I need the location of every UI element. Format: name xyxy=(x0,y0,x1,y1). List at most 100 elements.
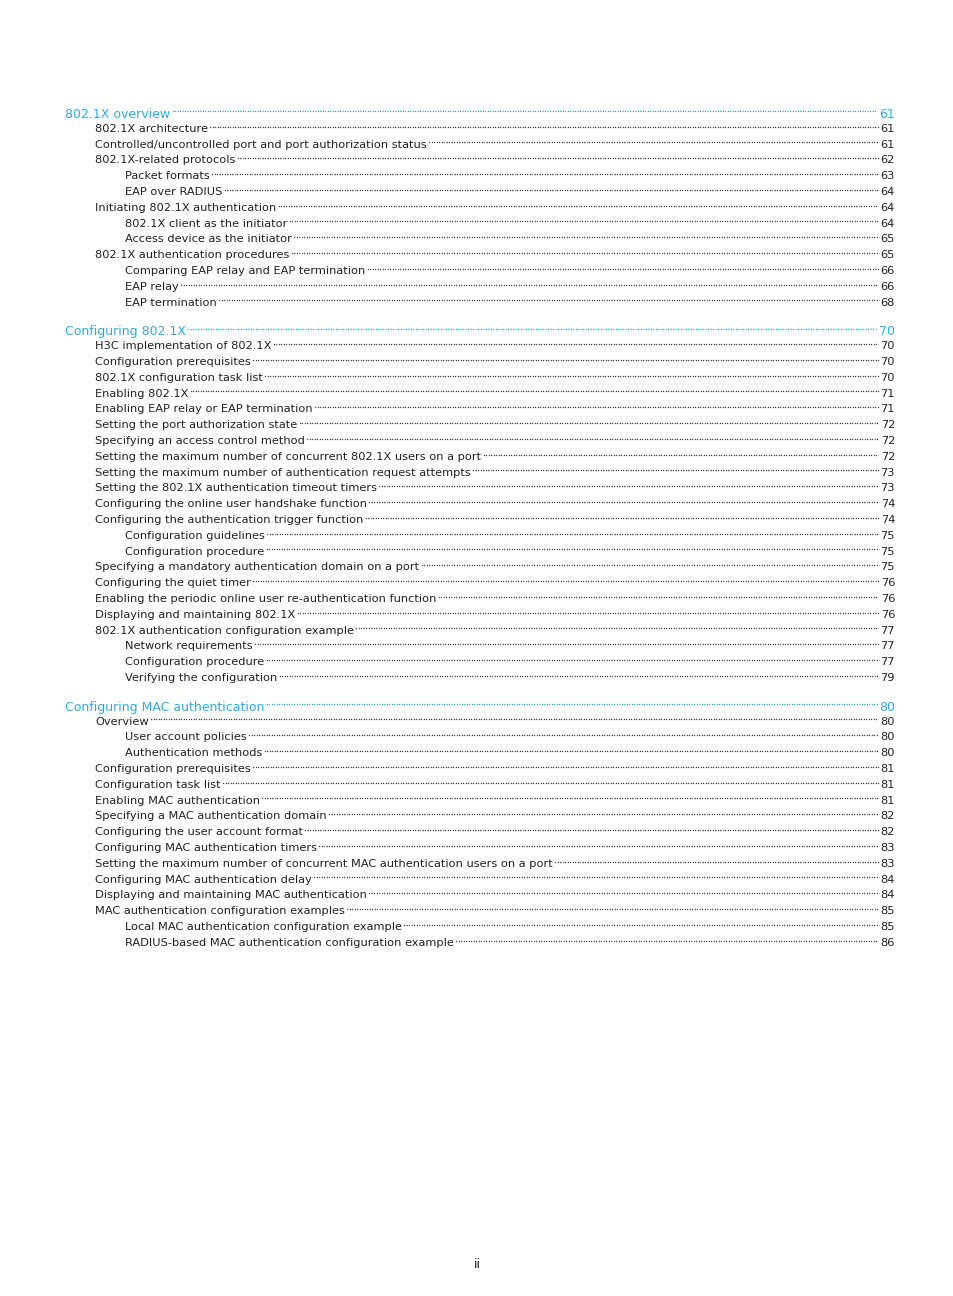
Point xyxy=(671,333,686,354)
Point xyxy=(216,275,232,295)
Point xyxy=(281,290,296,311)
Point xyxy=(737,412,752,433)
Point xyxy=(358,381,374,402)
Point xyxy=(437,148,453,168)
Point xyxy=(253,275,269,295)
Point xyxy=(357,101,373,122)
Point xyxy=(798,508,813,529)
Point xyxy=(426,804,441,824)
Point xyxy=(402,634,417,654)
Point xyxy=(505,570,520,591)
Point xyxy=(518,693,534,714)
Point xyxy=(587,851,602,872)
Point xyxy=(317,397,333,417)
Point xyxy=(471,132,486,153)
Point xyxy=(205,101,220,122)
Point xyxy=(498,290,514,311)
Point xyxy=(700,851,715,872)
Point xyxy=(734,227,749,248)
Point xyxy=(303,275,318,295)
Point xyxy=(406,242,421,263)
Point xyxy=(669,227,684,248)
Point xyxy=(669,491,684,512)
Point xyxy=(337,211,353,232)
Point xyxy=(684,180,700,201)
Text: Displaying and maintaining MAC authentication: Displaying and maintaining MAC authentic… xyxy=(95,890,367,901)
Point xyxy=(470,381,485,402)
Point xyxy=(851,788,866,809)
Point xyxy=(195,381,211,402)
Point xyxy=(498,275,514,295)
Point xyxy=(833,931,848,951)
Point xyxy=(519,365,535,386)
Point xyxy=(708,242,723,263)
Point xyxy=(636,931,651,951)
Point xyxy=(739,666,754,687)
Point xyxy=(740,365,755,386)
Point xyxy=(425,117,440,137)
Point xyxy=(651,555,666,575)
Point xyxy=(401,476,416,496)
Point xyxy=(779,666,794,687)
Point xyxy=(825,931,841,951)
Point xyxy=(770,350,785,371)
Point xyxy=(554,429,569,450)
Point xyxy=(471,587,486,608)
Point xyxy=(219,180,234,201)
Point xyxy=(254,634,270,654)
Point xyxy=(347,603,362,623)
Point xyxy=(781,634,797,654)
Point xyxy=(641,491,657,512)
Point xyxy=(658,275,673,295)
Point xyxy=(862,333,878,354)
Point xyxy=(662,819,678,840)
Point xyxy=(684,741,700,762)
Point xyxy=(308,196,323,216)
Point xyxy=(544,412,559,433)
Point xyxy=(806,101,821,122)
Point xyxy=(325,772,340,793)
Point xyxy=(644,851,659,872)
Point xyxy=(783,724,799,745)
Point xyxy=(577,883,592,903)
Point xyxy=(372,163,387,184)
Point xyxy=(845,867,861,888)
Point xyxy=(618,476,634,496)
Point xyxy=(814,180,829,201)
Point xyxy=(782,319,798,340)
Point xyxy=(799,555,814,575)
Point xyxy=(615,570,630,591)
Point xyxy=(761,491,777,512)
Point xyxy=(626,227,641,248)
Point xyxy=(639,524,655,544)
Point xyxy=(476,867,492,888)
Point xyxy=(753,290,768,311)
Point xyxy=(720,148,735,168)
Point xyxy=(460,757,476,778)
Point xyxy=(404,524,419,544)
Point xyxy=(446,227,461,248)
Point xyxy=(801,836,817,857)
Point xyxy=(317,603,333,623)
Point xyxy=(312,788,327,809)
Point xyxy=(521,618,537,639)
Point xyxy=(684,788,700,809)
Point xyxy=(447,898,462,919)
Point xyxy=(529,412,544,433)
Point xyxy=(597,242,612,263)
Point xyxy=(559,634,575,654)
Point xyxy=(841,132,856,153)
Point xyxy=(320,365,335,386)
Point xyxy=(469,867,484,888)
Point xyxy=(326,539,341,560)
Point xyxy=(624,258,639,279)
Point xyxy=(819,666,834,687)
Point xyxy=(721,101,737,122)
Point xyxy=(514,836,529,857)
Point xyxy=(407,365,422,386)
Point xyxy=(663,196,679,216)
Point xyxy=(815,365,830,386)
Point xyxy=(563,132,578,153)
Point xyxy=(270,365,285,386)
Point xyxy=(314,275,329,295)
